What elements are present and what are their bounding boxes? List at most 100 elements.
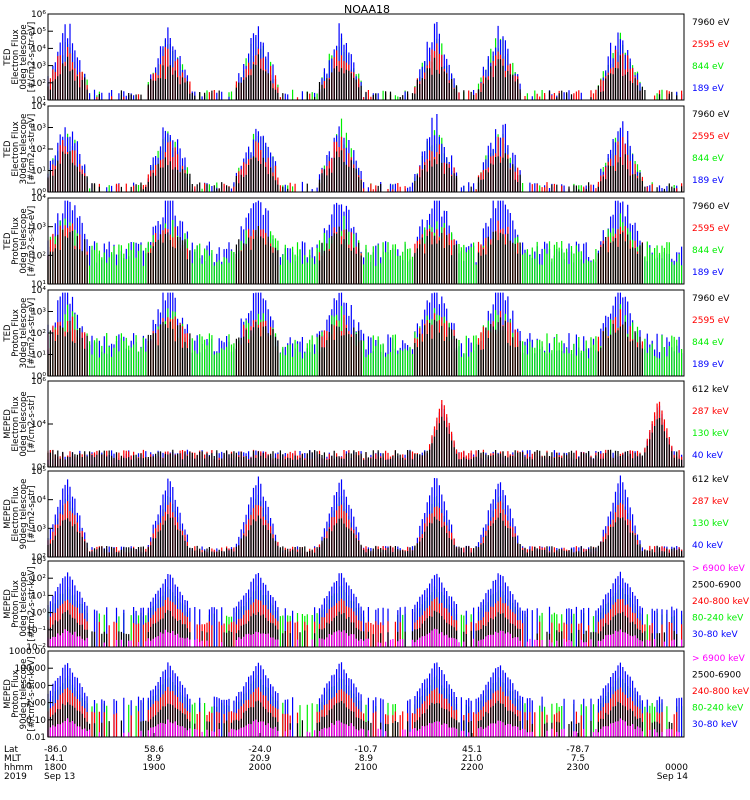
panel-2-ytick-label: 10³ [31,124,46,134]
panel-4-ytick-label: 10¹ [31,351,46,361]
panel-4-ytick-label: 10² [31,329,46,339]
panel-5-ytick-label: 10⁴ [31,420,46,430]
xaxis-lat-label: 45.1 [462,745,482,755]
xaxis-hhmm-label: 2000 [249,763,272,773]
panel-4-plot [47,292,683,376]
panel-6-legend-item: 612 keV [692,475,729,485]
panel-1-legend-item: 189 eV [692,84,725,94]
panel-2-ylabel: 30deg telescope [19,114,29,185]
panel-4-ylabel: 30deg telescope [19,298,29,369]
panel-1-ytick-label: 10⁶ [31,10,46,20]
panel-5-series-black [47,416,683,467]
panel-3-ylabel: TED [3,232,13,251]
panel-4-series-green [47,304,683,376]
panel-6-plot [47,475,683,557]
panel-2-ytick-label: 10¹ [31,167,46,177]
panel-6-legend-item: 287 keV [692,497,729,507]
panel-1-ylabel: 0deg telescope [19,24,29,89]
chart-title: NOAA18 [344,3,390,16]
panel-8-legend-item: 30-80 keV [692,720,738,730]
panel-1-series-blue [47,22,683,100]
panel-3-series-black [47,226,643,284]
panel-3-ytick-label: 10¹ [31,280,46,290]
panel-5-ytick-label: 10⁶ [31,377,46,387]
panel-3-legend-item: 844 eV [692,246,725,256]
panel-2-plot [47,114,683,192]
xaxis-row-label: hhmm [4,763,33,773]
panels: 10¹ 10² 10³ 10⁴ 10⁵ 10⁶ TED Electron Flux 0deg t… [3,10,750,743]
panel-2-series-red [47,136,683,192]
panel-2-series-green [47,118,678,192]
panel-1-ytick-label: 10² [31,79,46,89]
panel-4-ytick-label: 10³ [31,308,46,318]
panel-8-ytick-label: 10.00 [20,681,46,691]
panel-2-frame [47,105,685,193]
panel-7-ytick-label: 10² [31,574,46,584]
panel-2-legend-item: 189 eV [692,176,725,186]
panel-2-ylabel: TED [3,140,13,159]
panel-7-ytick-label: 10⁻¹ [26,626,46,636]
panel-3-ylabel: [#/cm2-s-str-eV] [27,206,37,276]
panel-7-legend-item: 30-80 keV [692,630,738,640]
panel-1-series-black [47,54,678,100]
xaxis-lat-label: -86.0 [44,745,68,755]
panel-6-ylabel: 90deg telescope [19,479,29,550]
panel-8-plot [47,662,683,737]
panel-3-ytick-label: 10⁴ [31,194,46,204]
panel-4-series-red [47,309,643,376]
panel-7-legend-item: 80-240 keV [692,614,744,624]
panel-3-series-red [47,220,643,284]
panel-6-ytick-label: 10⁵ [31,467,46,477]
panel-2-ytick-label: 10⁴ [31,102,46,112]
panel-6-series-blue [47,475,683,557]
panel-3-ytick-label: 10³ [31,223,46,233]
panel-3-legend-item: 189 eV [692,268,725,278]
panel-8: 0.01 0.10 1.00 10.00 100.00 1000.00 MEPEDProto… [3,647,750,743]
panel-8-ytick-label: 0.10 [26,716,46,726]
panel-8-legend-item: 80-240 keV [692,704,744,714]
panel-1-series-red [47,43,683,100]
panel-1-frame [47,13,685,101]
panel-4-ylabel: TED [3,324,13,343]
xaxis-row-label: Lat [4,745,19,755]
panel-8-ylabel: 90deg telescope [19,659,29,730]
panel-8-ytick-label: 0.01 [26,733,46,743]
panel-6-ytick-label: 10⁴ [31,496,46,506]
panel-5-plot [47,400,683,467]
panel-1-ylabel: [#/cm2-s-str-eV] [27,22,37,92]
panel-1-legend-item: 2595 eV [692,40,730,50]
panel-4-ylabel: Proton Flux [11,309,21,357]
panel-8-legend-item: 2500-6900 [692,671,741,681]
xaxis-lat-label: -10.7 [354,745,377,755]
panel-6-ylabel: MEPED [3,499,13,529]
panel-8-ylabel: [#/cm2-s-str-keV] [27,657,37,732]
xaxis-mlt-label: 20.9 [250,754,270,764]
panel-7-legend-item: > 6900 keV [692,564,746,574]
xaxis-lat-label: -78.7 [566,745,589,755]
xaxis-mlt-label: 21.0 [462,754,482,764]
panel-4-legend-item: 844 eV [692,338,725,348]
xaxis-mlt-label: 8.9 [147,754,162,764]
panel-5-legend-item: 130 keV [692,429,729,439]
panel-5-legend-item: 40 keV [692,451,724,461]
panel-7-ytick-label: 10⁰ [31,609,46,619]
panel-3-ylabel: Proton Flux [11,217,21,265]
panel-2-series-blue [47,114,678,192]
panel-8-ytick-label: 1000.00 [9,647,46,657]
panel-2-legend-item: 2595 eV [692,132,730,142]
panel-5-ylabel: Electron Flux [11,396,21,451]
panel-3-ylabel: 0deg telescope [19,208,29,273]
panel-7-ytick-label: 10³ [31,557,46,567]
panel-5-ylabel: MEPED [3,409,13,439]
panel-1-legend-item: 844 eV [692,62,725,72]
xaxis-hhmm-label: 0000 [665,763,688,773]
panel-1-ytick-label: 10⁴ [31,44,46,54]
panel-8-legend-item: > 6900 keV [692,654,746,664]
panel-8-ytick-label: 100.00 [15,664,47,674]
xaxis-hhmm-label: 2100 [355,763,378,773]
panel-6-legend-item: 130 keV [692,519,729,529]
xaxis-row-label: MLT [4,754,22,764]
panel-8-legend-item: 240-800 keV [692,687,750,697]
